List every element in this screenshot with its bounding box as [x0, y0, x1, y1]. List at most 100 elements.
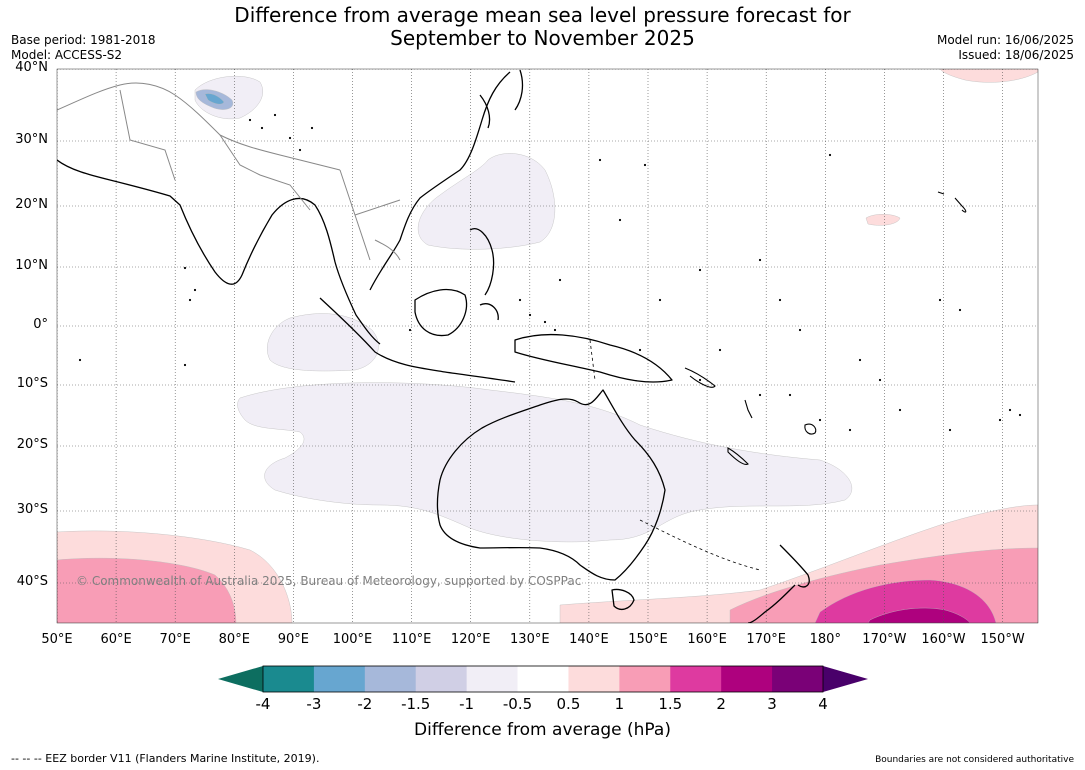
eez-legend: -- -- -- EEZ border V11 (Flanders Marine… [11, 752, 320, 765]
colorbar-tick-label: 1 [614, 695, 625, 713]
lon-label: 180° [809, 632, 841, 647]
lat-label: 40°N [15, 60, 48, 75]
island-dot [848, 428, 852, 432]
island-dot [183, 266, 187, 270]
island-dot [518, 298, 522, 302]
lon-label: 160°E [687, 632, 727, 647]
gridlines [57, 69, 1038, 623]
island-hawaii [937, 191, 967, 213]
lat-label: 20°N [15, 197, 48, 212]
island-dot [598, 158, 602, 162]
title-line-2: September to November 2025 [390, 26, 695, 50]
lon-label: 110°E [391, 632, 432, 647]
island-fiji [804, 423, 817, 435]
lon-label: 150°W [980, 632, 1025, 647]
lon-label: 160°W [921, 632, 966, 647]
colorbar-tick-label: -2 [357, 695, 373, 713]
anomaly-light-pink-north-pacific [939, 69, 1038, 83]
anomaly-deep-magenta-southeast [867, 607, 971, 623]
coast-southeast-asia [334, 71, 511, 345]
island-dot [758, 258, 762, 262]
lon-label: 50°E [41, 632, 73, 647]
eez-borders [589, 339, 761, 571]
island-dot [658, 298, 662, 302]
island-dot [898, 408, 902, 412]
island-dot [718, 348, 722, 352]
country-borders [57, 82, 401, 261]
coast-new-zealand [747, 544, 810, 623]
lon-label: 150°E [628, 632, 668, 647]
island-new-caledonia [727, 447, 749, 465]
island-dot [798, 328, 802, 332]
model-name: Model: ACCESS-S2 [11, 48, 123, 62]
lon-label: 60°E [100, 632, 132, 647]
colorbar-swatch [670, 666, 722, 692]
colorbar-tick-label: 3 [767, 695, 777, 713]
coast-arabia-india [57, 159, 336, 285]
island-dot [618, 218, 622, 222]
island-dot [948, 428, 952, 432]
anomaly-light-purple-australia [237, 382, 853, 543]
lat-label: 30°N [15, 132, 48, 147]
base-period: Base period: 1981-2018 [11, 33, 156, 47]
island-dot [1008, 408, 1012, 412]
colorbar-tick-label: -4 [255, 695, 271, 713]
title-line-1: Difference from average mean sea level p… [234, 3, 851, 27]
island-dot [273, 113, 277, 117]
island-dot [408, 328, 412, 332]
colorbar-tick-label: 4 [818, 695, 828, 713]
lat-label: 40°S [16, 574, 48, 589]
island-dot [183, 363, 187, 367]
coast-japan-korea [479, 69, 524, 129]
lon-label: 120°E [450, 632, 491, 647]
anomaly-pink-southwest [57, 557, 237, 623]
colorbar-tick-label: -3 [306, 695, 322, 713]
island-dot [298, 148, 302, 152]
lon-label: 80°E [218, 632, 250, 647]
island-dot [260, 126, 264, 130]
island-dot [310, 126, 314, 130]
colorbar-swatch [517, 666, 569, 692]
coast-australia [436, 389, 666, 581]
lat-label: 0° [33, 317, 48, 332]
coast-new-guinea [514, 333, 673, 383]
colorbar-swatch [721, 666, 773, 692]
anomaly-light-purple-china [418, 153, 556, 250]
island-dot [288, 136, 292, 140]
colorbar-tick-label: -1.5 [401, 695, 431, 713]
coast-borneo [414, 288, 468, 337]
island-dot [188, 298, 192, 302]
map-frame [56, 68, 1039, 624]
colorbar-label: Difference from average (hPa) [414, 720, 671, 740]
copyright-notice: © Commonwealth of Australia 2025, Bureau… [76, 574, 582, 588]
boundaries-disclaimer: Boundaries are not considered authoritat… [875, 755, 1074, 765]
colorbar-swatch [313, 666, 366, 692]
island-dot [643, 163, 647, 167]
map-area [57, 69, 1038, 623]
island-vanuatu [744, 399, 753, 419]
island-dot [758, 393, 762, 397]
island-dot [698, 268, 702, 272]
island-dot [638, 348, 642, 352]
colorbar-swatch [364, 666, 417, 692]
island-dot [553, 328, 557, 332]
colorbar-tick-label: 1.5 [658, 695, 683, 713]
pacific-island-outlines [684, 191, 967, 465]
island-dot [248, 118, 252, 122]
island-dot [938, 298, 942, 302]
coast-tasmania [611, 588, 635, 611]
colorbar-swatches [263, 666, 824, 692]
island-dot [998, 418, 1002, 422]
colorbar-tick-label: 2 [716, 695, 726, 713]
anomaly-light-purple-indian-ocean [267, 313, 379, 372]
meta-left: Base period: 1981-2018 Model: ACCESS-S2 [11, 33, 156, 63]
colorbar-frame [262, 665, 824, 693]
island-dot [958, 308, 962, 312]
colorbar-under-arrow [218, 666, 263, 692]
colorbar-swatch [263, 666, 315, 692]
island-dot [788, 393, 792, 397]
anomaly-fields [57, 69, 1038, 623]
issued-date: Issued: 18/06/2025 [958, 48, 1074, 62]
island-dots [78, 113, 1022, 432]
